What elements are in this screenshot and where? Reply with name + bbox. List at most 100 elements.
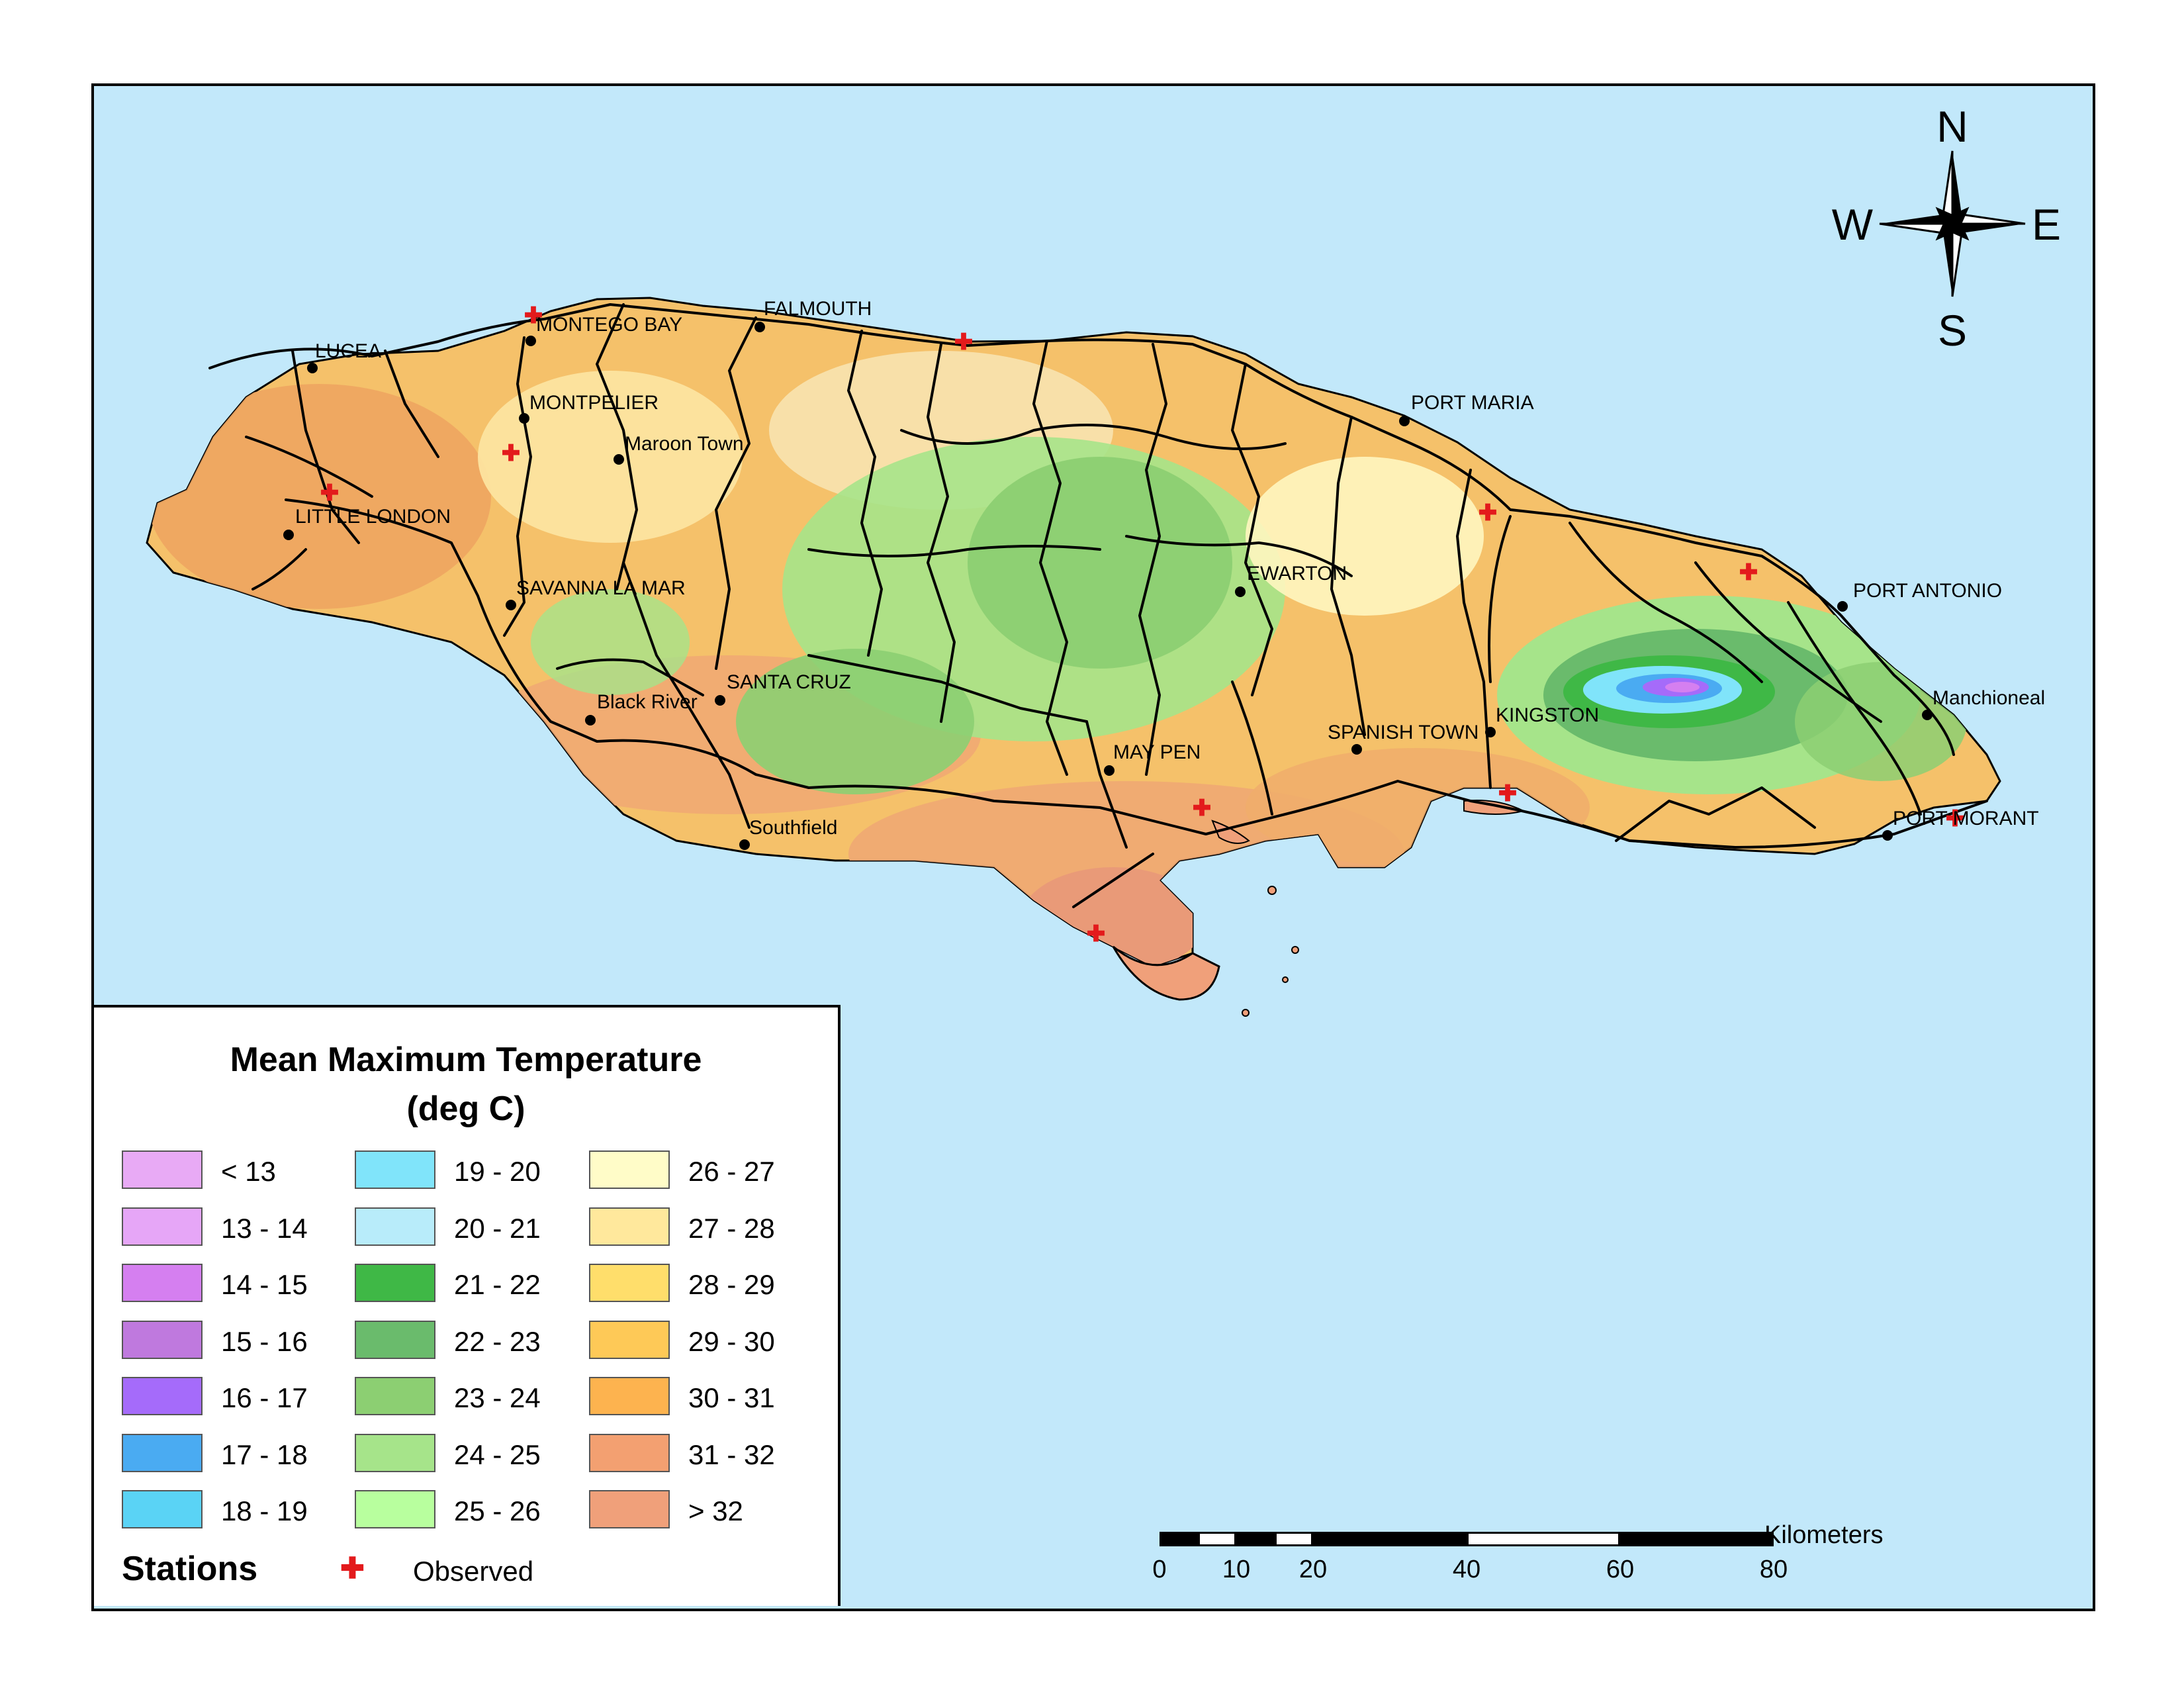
- town-dot-southfield: [739, 839, 750, 850]
- scale-segment: [1620, 1532, 1774, 1546]
- legend-range-label: 15 - 16: [221, 1325, 308, 1357]
- town-label-lucea: LUCEA: [315, 340, 381, 362]
- legend-range-label: 19 - 20: [454, 1156, 541, 1187]
- legend-title-line2: (deg C): [406, 1090, 525, 1128]
- legend-swatch: [122, 1490, 203, 1528]
- legend-swatch: [355, 1490, 435, 1528]
- scale-segment: [1313, 1532, 1467, 1546]
- town-label-savanna-la-mar: SAVANNA LA MAR: [516, 577, 686, 599]
- town-dot-port-antonio: [1837, 601, 1848, 612]
- legend-panel: Mean Maximum Temperature (deg C) < 13 13 …: [94, 1005, 841, 1606]
- legend-range-label: 25 - 26: [454, 1495, 541, 1526]
- town-label-port-morant: PORT MORANT: [1893, 808, 2039, 829]
- station-marker: ✚: [1739, 560, 1758, 585]
- town-label-black-river: Black River: [597, 691, 698, 713]
- compass-north: N: [1936, 102, 1968, 151]
- town-label-spanish-town: SPANISH TOWN: [1328, 722, 1479, 743]
- legend-range-label: 16 - 17: [221, 1382, 308, 1413]
- town-dot-may-pen: [1104, 765, 1115, 776]
- legend-range-label: 29 - 30: [688, 1325, 775, 1357]
- station-marker: ✚: [954, 330, 974, 355]
- station-marker: ✚: [1946, 806, 1965, 831]
- legend-range-label: 28 - 29: [688, 1269, 775, 1300]
- scale-tick-label: 80: [1759, 1556, 1788, 1583]
- legend-swatch: [589, 1320, 670, 1359]
- scale-tick-label: 10: [1222, 1556, 1251, 1583]
- town-labels: LUCEA MONTEGO BAY FALMOUTH MONTPELIER Ma…: [295, 298, 2045, 839]
- compass-rose: N S E W: [1832, 102, 2061, 355]
- town-label-little-london: LITTLE LONDON: [295, 506, 451, 528]
- scale-segment: [1198, 1532, 1236, 1546]
- station-marker: ✚: [1087, 921, 1106, 947]
- island: [146, 297, 2001, 1017]
- station-markers: ✚ ✚ ✚ ✚ ✚ ✚ ✚ ✚ ✚ ✚: [320, 303, 1965, 947]
- scale-segment: [1236, 1532, 1275, 1546]
- town-dot-ewarton: [1235, 586, 1246, 597]
- town-label-may-pen: MAY PEN: [1113, 741, 1201, 763]
- legend-swatch: [589, 1433, 670, 1472]
- scale-segment: [1160, 1532, 1198, 1546]
- scale-segment: [1467, 1532, 1620, 1546]
- scale-tick-label: 0: [1152, 1556, 1167, 1583]
- station-marker: ✚: [524, 303, 543, 328]
- scale-bar: Kilometers 0 10 20 40 60 80: [1152, 1521, 2086, 1609]
- legend-range-label: 21 - 22: [454, 1269, 541, 1300]
- town-label-southfield: Southfield: [749, 817, 837, 839]
- legend-title-line1: Mean Maximum Temperature: [230, 1041, 702, 1079]
- town-label-maroon-town: Maroon Town: [625, 433, 744, 455]
- town-dot-port-morant: [1882, 830, 1893, 841]
- map-frame: ✚ ✚ ✚ ✚ ✚ ✚ ✚ ✚ ✚ ✚ LUCEA MONTEGO BAY FA…: [91, 83, 2095, 1611]
- town-label-montpelier: MONTPELIER: [529, 392, 659, 414]
- scale-tick-label: 40: [1452, 1556, 1481, 1583]
- legend-range-label: 14 - 15: [221, 1269, 308, 1300]
- town-dot-kingston: [1485, 727, 1496, 737]
- observed-label: Observed: [413, 1556, 534, 1587]
- scale-tick-label: 20: [1298, 1556, 1328, 1583]
- town-label-port-antonio: PORT ANTONIO: [1853, 580, 2002, 602]
- legend-range-label: 13 - 14: [221, 1212, 308, 1244]
- station-marker: ✚: [320, 481, 340, 506]
- legend-swatch: [589, 1490, 670, 1528]
- legend-range-label: 17 - 18: [221, 1438, 308, 1470]
- scale-unit-label: Kilometers: [1764, 1521, 1884, 1549]
- station-marker: ✚: [1498, 781, 1518, 806]
- legend-swatch: [122, 1150, 203, 1189]
- town-dot-little-london: [283, 530, 294, 540]
- legend-range-label: < 13: [221, 1156, 276, 1187]
- town-label-kingston: KINGSTON: [1496, 704, 1599, 726]
- legend-swatch: [355, 1150, 435, 1189]
- station-marker: ✚: [1193, 796, 1212, 821]
- town-dot-lucea: [307, 363, 318, 373]
- observed-station-icon: ✚: [340, 1552, 365, 1585]
- station-marker: ✚: [1479, 500, 1498, 526]
- legend-range-label: 27 - 28: [688, 1212, 775, 1244]
- town-dot-port-maria: [1399, 416, 1410, 426]
- legend-swatch: [355, 1433, 435, 1472]
- legend-range-label: 26 - 27: [688, 1156, 775, 1187]
- town-label-port-maria: PORT MARIA: [1411, 392, 1534, 414]
- town-markers: [283, 322, 1933, 850]
- legend-range-label: 20 - 21: [454, 1212, 541, 1244]
- legend-swatch: [589, 1377, 670, 1415]
- town-dot-manchioneal: [1922, 710, 1933, 720]
- town-label-santa-cruz: SANTA CRUZ: [727, 671, 851, 693]
- legend-range-label: 18 - 19: [221, 1495, 308, 1526]
- town-dot-savanna-la-mar: [506, 600, 516, 610]
- legend-swatch: [355, 1377, 435, 1415]
- road-network: [208, 303, 1988, 908]
- legend-swatch: [589, 1150, 670, 1189]
- town-dot-black-river: [585, 715, 596, 726]
- legend-title: Mean Maximum Temperature (deg C): [94, 1035, 838, 1133]
- legend-swatch: [122, 1377, 203, 1415]
- compass-east: E: [2032, 200, 2061, 249]
- scale-tick-label: 60: [1606, 1556, 1635, 1583]
- station-marker: ✚: [502, 441, 521, 466]
- legend-swatch: [355, 1320, 435, 1359]
- town-label-manchioneal: Manchioneal: [1933, 687, 2045, 709]
- town-dot-falmouth: [754, 322, 765, 332]
- town-dot-maroon-town: [614, 454, 624, 465]
- legend-swatch: [589, 1207, 670, 1246]
- town-dot-santa-cruz: [715, 695, 725, 706]
- map-canvas[interactable]: ✚ ✚ ✚ ✚ ✚ ✚ ✚ ✚ ✚ ✚ LUCEA MONTEGO BAY FA…: [94, 86, 2093, 1609]
- legend-range-label: 31 - 32: [688, 1438, 775, 1470]
